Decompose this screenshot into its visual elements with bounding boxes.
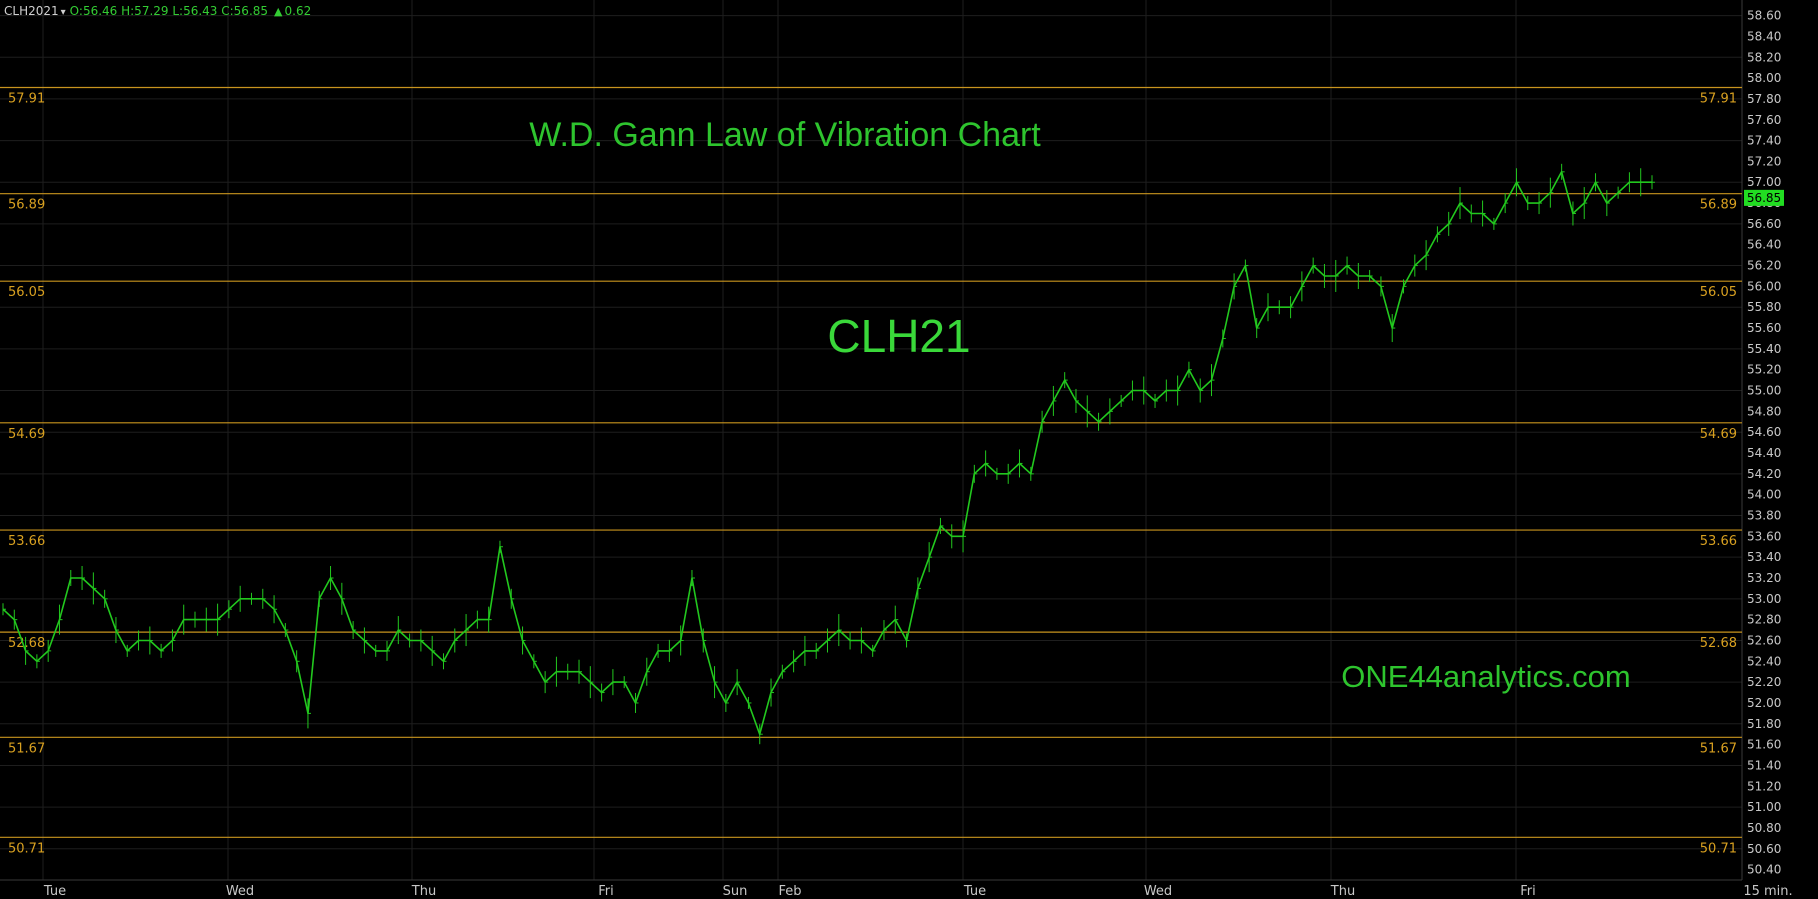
price-change: 0.62 <box>284 4 312 18</box>
level-label-left: 52.68 <box>8 636 45 651</box>
level-label-right: 50.71 <box>1700 841 1737 856</box>
y-tick-label: 50.80 <box>1747 821 1781 835</box>
x-tick-label: Fri <box>1520 884 1536 899</box>
y-tick-label: 57.20 <box>1747 154 1781 168</box>
y-tick-label: 55.60 <box>1747 321 1781 335</box>
x-axis-unit: 15 min. <box>1743 884 1792 899</box>
watermark-annotation: ONE44analytics.com <box>1341 659 1630 694</box>
y-tick-label: 51.20 <box>1747 779 1781 793</box>
y-tick-label: 58.20 <box>1747 50 1781 64</box>
up-arrow-icon: ▲ <box>274 5 283 18</box>
y-tick-label: 56.00 <box>1747 279 1781 293</box>
y-tick-label: 51.00 <box>1747 800 1781 814</box>
level-label-right: 51.67 <box>1700 741 1737 756</box>
symbol-annotation: CLH21 <box>827 310 970 362</box>
last-price-label: 56.85 <box>1747 191 1781 205</box>
y-tick-label: 57.80 <box>1747 92 1781 106</box>
level-label-left: 56.89 <box>8 198 45 213</box>
level-label-left: 53.66 <box>8 534 45 549</box>
y-tick-label: 54.20 <box>1747 467 1781 481</box>
level-label-right: 52.68 <box>1700 636 1737 651</box>
level-label-right: 57.91 <box>1700 91 1737 106</box>
x-tick-label: Tue <box>963 884 986 899</box>
y-tick-label: 54.00 <box>1747 488 1781 502</box>
x-axis[interactable]: Tue Wed Thu Fri Sun Feb Tue Wed Thu Fri 15 min. <box>43 884 1793 899</box>
y-tick-label: 51.80 <box>1747 717 1781 731</box>
y-tick-label: 56.60 <box>1747 217 1781 231</box>
y-tick-label: 52.40 <box>1747 654 1781 668</box>
y-tick-label: 58.40 <box>1747 29 1781 43</box>
level-label-right: 56.89 <box>1700 198 1737 213</box>
y-tick-label: 55.80 <box>1747 300 1781 314</box>
level-label-left: 50.71 <box>8 841 45 856</box>
y-tick-label: 56.20 <box>1747 259 1781 273</box>
symbol-name[interactable]: CLH2021 <box>4 4 59 18</box>
y-tick-label: 53.80 <box>1747 509 1781 523</box>
y-tick-label: 53.40 <box>1747 550 1781 564</box>
last-price-marker <box>1744 189 1784 206</box>
chart-title: W.D. Gann Law of Vibration Chart <box>529 116 1041 154</box>
y-tick-label: 54.80 <box>1747 404 1781 418</box>
x-tick-label: Tue <box>43 884 66 899</box>
level-label-right: 54.69 <box>1700 427 1737 442</box>
y-tick-label: 57.00 <box>1747 175 1781 189</box>
level-label-left: 54.69 <box>8 427 45 442</box>
y-tick-label: 50.60 <box>1747 842 1781 856</box>
y-tick-label: 58.60 <box>1747 9 1781 23</box>
y-tick-label: 52.60 <box>1747 633 1781 647</box>
x-tick-label: Feb <box>778 884 801 899</box>
x-tick-label: Wed <box>1144 884 1172 899</box>
y-axis[interactable]: 50.40 50.60 50.80 51.00 51.20 51.40 51.60 51.80… <box>1744 9 1784 877</box>
y-tick-label: 57.60 <box>1747 113 1781 127</box>
level-label-left: 57.91 <box>8 91 45 106</box>
y-tick-label: 53.20 <box>1747 571 1781 585</box>
symbol-dropdown-icon[interactable]: ▾ <box>60 7 66 18</box>
y-tick-label: 53.60 <box>1747 529 1781 543</box>
y-tick-label: 57.40 <box>1747 134 1781 148</box>
level-label-right: 53.66 <box>1700 534 1737 549</box>
y-tick-label: 55.00 <box>1747 384 1781 398</box>
x-tick-label: Thu <box>411 884 436 899</box>
x-tick-label: Fri <box>598 884 614 899</box>
symbol-header[interactable]: CLH2021 ▾ O:56.46 H:57.29 L:56.43 C:56.85 ▲… <box>4 4 311 18</box>
y-tick-label: 51.60 <box>1747 738 1781 752</box>
y-tick-label: 55.20 <box>1747 363 1781 377</box>
y-tick-label: 51.40 <box>1747 758 1781 772</box>
y-tick-label: 56.40 <box>1747 238 1781 252</box>
grid <box>0 0 1743 881</box>
y-tick-label: 54.40 <box>1747 446 1781 460</box>
price-series <box>2 163 1655 745</box>
x-tick-label: Thu <box>1330 884 1355 899</box>
ohlc-readout: O:56.46 H:57.29 L:56.43 C:56.85 <box>69 4 269 18</box>
y-tick-label: 52.80 <box>1747 613 1781 627</box>
y-tick-label: 58.00 <box>1747 71 1781 85</box>
x-tick-label: Sun <box>723 884 748 899</box>
level-label-right: 56.05 <box>1700 285 1737 300</box>
level-lines: 57.91 57.91 56.89 56.89 56.05 56.05 54.69 54.69… <box>0 86 1742 856</box>
y-tick-label: 55.40 <box>1747 342 1781 356</box>
y-tick-label: 54.60 <box>1747 425 1781 439</box>
y-tick-label: 52.00 <box>1747 696 1781 710</box>
x-tick-label: Wed <box>226 884 254 899</box>
level-label-left: 56.05 <box>8 285 45 300</box>
level-label-left: 51.67 <box>8 741 45 756</box>
y-tick-label: 53.00 <box>1747 592 1781 606</box>
y-tick-label: 50.40 <box>1747 863 1781 877</box>
y-tick-label: 52.20 <box>1747 675 1781 689</box>
